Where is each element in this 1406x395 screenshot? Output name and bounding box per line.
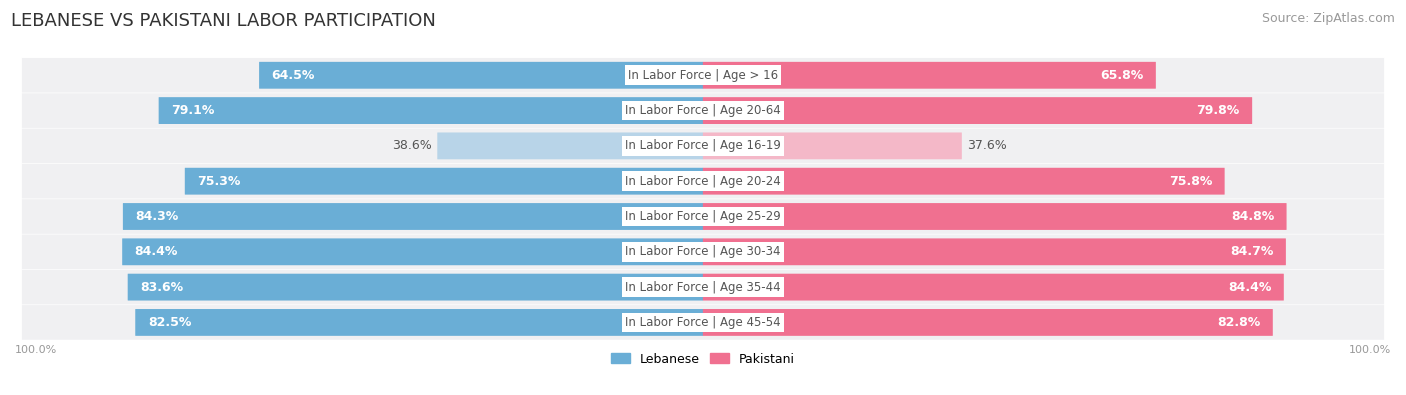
Text: In Labor Force | Age 20-64: In Labor Force | Age 20-64 <box>626 104 780 117</box>
Text: In Labor Force | Age 16-19: In Labor Force | Age 16-19 <box>626 139 780 152</box>
Text: 82.5%: 82.5% <box>148 316 191 329</box>
Text: Source: ZipAtlas.com: Source: ZipAtlas.com <box>1261 12 1395 25</box>
Text: In Labor Force | Age 35-44: In Labor Force | Age 35-44 <box>626 280 780 293</box>
Text: 38.6%: 38.6% <box>392 139 432 152</box>
FancyBboxPatch shape <box>703 97 1253 124</box>
FancyBboxPatch shape <box>22 93 1384 128</box>
Text: 82.8%: 82.8% <box>1218 316 1260 329</box>
FancyBboxPatch shape <box>159 97 703 124</box>
FancyBboxPatch shape <box>703 309 1272 336</box>
Text: 37.6%: 37.6% <box>967 139 1007 152</box>
FancyBboxPatch shape <box>122 239 703 265</box>
Text: 84.8%: 84.8% <box>1230 210 1274 223</box>
Text: 100.0%: 100.0% <box>15 345 58 355</box>
Text: 84.4%: 84.4% <box>135 245 179 258</box>
FancyBboxPatch shape <box>122 203 703 230</box>
FancyBboxPatch shape <box>22 129 1384 163</box>
FancyBboxPatch shape <box>22 58 1384 92</box>
Legend: Lebanese, Pakistani: Lebanese, Pakistani <box>606 348 800 371</box>
FancyBboxPatch shape <box>259 62 703 89</box>
FancyBboxPatch shape <box>22 270 1384 305</box>
Text: In Labor Force | Age > 16: In Labor Force | Age > 16 <box>628 69 778 82</box>
Text: In Labor Force | Age 45-54: In Labor Force | Age 45-54 <box>626 316 780 329</box>
FancyBboxPatch shape <box>703 274 1284 301</box>
Text: In Labor Force | Age 25-29: In Labor Force | Age 25-29 <box>626 210 780 223</box>
FancyBboxPatch shape <box>22 199 1384 234</box>
Text: 79.1%: 79.1% <box>172 104 215 117</box>
FancyBboxPatch shape <box>703 239 1286 265</box>
FancyBboxPatch shape <box>703 132 962 159</box>
FancyBboxPatch shape <box>135 309 703 336</box>
Text: 83.6%: 83.6% <box>141 280 183 293</box>
Text: 79.8%: 79.8% <box>1197 104 1240 117</box>
Text: 65.8%: 65.8% <box>1099 69 1143 82</box>
Text: 64.5%: 64.5% <box>271 69 315 82</box>
FancyBboxPatch shape <box>22 305 1384 340</box>
Text: 84.3%: 84.3% <box>135 210 179 223</box>
FancyBboxPatch shape <box>184 168 703 195</box>
Text: In Labor Force | Age 20-24: In Labor Force | Age 20-24 <box>626 175 780 188</box>
Text: 75.3%: 75.3% <box>197 175 240 188</box>
Text: LEBANESE VS PAKISTANI LABOR PARTICIPATION: LEBANESE VS PAKISTANI LABOR PARTICIPATIO… <box>11 12 436 30</box>
FancyBboxPatch shape <box>703 203 1286 230</box>
FancyBboxPatch shape <box>437 132 703 159</box>
Text: In Labor Force | Age 30-34: In Labor Force | Age 30-34 <box>626 245 780 258</box>
FancyBboxPatch shape <box>128 274 703 301</box>
Text: 84.7%: 84.7% <box>1230 245 1274 258</box>
FancyBboxPatch shape <box>22 164 1384 199</box>
FancyBboxPatch shape <box>703 168 1225 195</box>
Text: 100.0%: 100.0% <box>1348 345 1391 355</box>
Text: 75.8%: 75.8% <box>1168 175 1212 188</box>
FancyBboxPatch shape <box>703 62 1156 89</box>
Text: 84.4%: 84.4% <box>1227 280 1271 293</box>
FancyBboxPatch shape <box>22 235 1384 269</box>
